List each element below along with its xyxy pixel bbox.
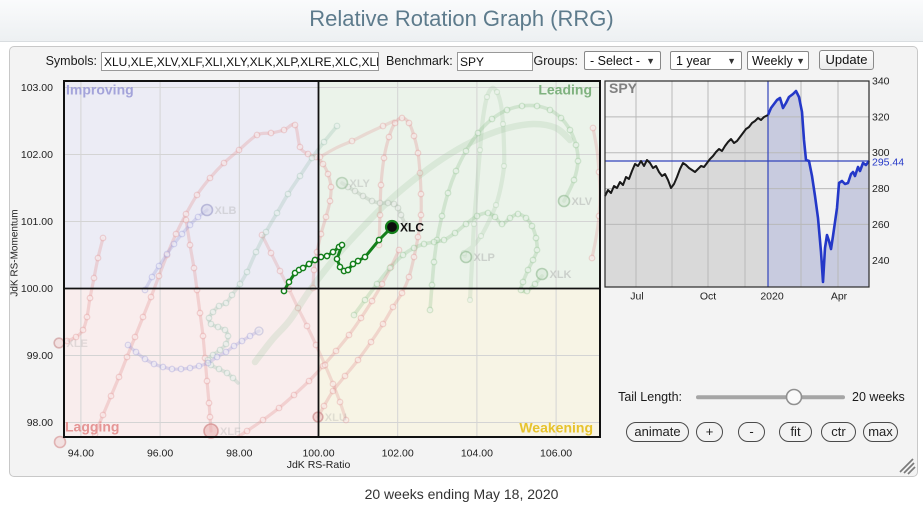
svg-text:Lagging: Lagging [65, 419, 119, 435]
svg-text:102.00: 102.00 [382, 448, 414, 460]
svg-text:XLC: XLC [400, 221, 424, 235]
svg-text:SPY: SPY [609, 80, 638, 96]
svg-text:XLP: XLP [474, 252, 495, 264]
svg-text:XLB: XLB [215, 205, 237, 217]
svg-text:20 weeks: 20 weeks [852, 390, 905, 404]
svg-text:Jul: Jul [630, 291, 643, 303]
svg-text:280: 280 [872, 183, 890, 195]
svg-text:100.00: 100.00 [302, 448, 334, 460]
svg-text:106.00: 106.00 [540, 448, 572, 460]
svg-text:XLE: XLE [67, 338, 88, 350]
svg-text:JdK RS-Ratio: JdK RS-Ratio [287, 459, 351, 471]
svg-text:98.00: 98.00 [27, 417, 53, 429]
svg-text:260: 260 [872, 219, 890, 231]
svg-text:99.00: 99.00 [27, 350, 53, 362]
svg-text:295.44: 295.44 [872, 157, 904, 169]
svg-text:Leading: Leading [538, 82, 592, 98]
svg-text:340: 340 [872, 76, 890, 88]
svg-text:300: 300 [872, 147, 890, 159]
svg-text:XLV: XLV [572, 196, 593, 208]
svg-text:104.00: 104.00 [461, 448, 493, 460]
svg-text:101.00: 101.00 [21, 216, 53, 228]
svg-text:XLF: XLF [220, 426, 241, 438]
svg-text:98.00: 98.00 [226, 448, 252, 460]
svg-text:320: 320 [872, 111, 890, 123]
svg-text:Improving: Improving [66, 82, 134, 98]
svg-text:94.00: 94.00 [68, 448, 94, 460]
svg-text:XLY: XLY [350, 178, 371, 190]
svg-text:102.00: 102.00 [21, 149, 53, 161]
svg-text:Apr: Apr [831, 291, 848, 303]
svg-text:240: 240 [872, 255, 890, 267]
svg-text:100.00: 100.00 [21, 283, 53, 295]
svg-text:Weakening: Weakening [519, 420, 593, 436]
svg-text:103.00: 103.00 [21, 82, 53, 94]
svg-text:XLK: XLK [550, 269, 572, 281]
svg-text:96.00: 96.00 [147, 448, 173, 460]
svg-text:Oct: Oct [700, 291, 716, 303]
svg-text:JdK RS-Momentum: JdK RS-Momentum [10, 209, 21, 296]
svg-text:2020: 2020 [760, 291, 784, 303]
svg-text:Tail Length:: Tail Length: [618, 390, 682, 404]
svg-text:XLU: XLU [325, 412, 347, 424]
